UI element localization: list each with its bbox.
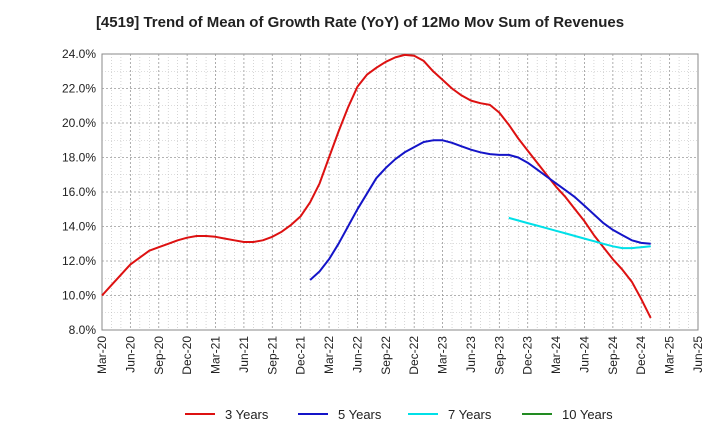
x-tick-label: Sep-20	[152, 336, 166, 375]
x-tick-label: Dec-22	[407, 336, 421, 375]
y-tick-label: 20.0%	[62, 116, 96, 130]
y-tick-label: 8.0%	[69, 323, 97, 337]
x-tick-label: Dec-23	[521, 336, 535, 375]
y-tick-label: 10.0%	[62, 289, 96, 303]
y-tick-label: 24.0%	[62, 47, 96, 61]
y-tick-label: 14.0%	[62, 220, 96, 234]
legend-label-7-years: 7 Years	[448, 407, 492, 422]
legend-label-10-years: 10 Years	[562, 407, 613, 422]
x-tick-label: Mar-20	[95, 336, 109, 374]
x-tick-label: Mar-25	[663, 336, 677, 374]
legend-label-5-years: 5 Years	[338, 407, 382, 422]
x-tick-label: Jun-25	[691, 336, 705, 373]
x-tick-label: Mar-21	[209, 336, 223, 374]
x-tick-label: Mar-24	[549, 336, 563, 374]
y-tick-label: 12.0%	[62, 254, 96, 268]
x-tick-label: Sep-23	[492, 336, 506, 375]
legend-label-3-years: 3 Years	[225, 407, 269, 422]
chart-title: [4519] Trend of Mean of Growth Rate (YoY…	[95, 14, 625, 31]
x-tick-label: Sep-24	[606, 336, 620, 375]
x-tick-label: Sep-22	[379, 336, 393, 375]
x-tick-label: Dec-20	[180, 336, 194, 375]
x-tick-label: Jun-20	[123, 336, 137, 373]
y-tick-label: 22.0%	[62, 82, 96, 96]
y-tick-label: 18.0%	[62, 151, 96, 165]
series-line-5-years	[309, 139, 651, 281]
x-tick-label: Jun-22	[350, 336, 364, 373]
x-tick-label: Mar-23	[436, 336, 450, 374]
x-tick-label: Dec-21	[294, 336, 308, 375]
y-tick-label: 16.0%	[62, 185, 96, 199]
series-line-7-years	[508, 216, 651, 250]
x-tick-label: Jun-23	[464, 336, 478, 373]
x-tick-label: Jun-21	[237, 336, 251, 373]
x-tick-label: Jun-24	[577, 336, 591, 373]
x-tick-label: Sep-21	[265, 336, 279, 375]
x-tick-label: Mar-22	[322, 336, 336, 374]
x-tick-label: Dec-24	[634, 336, 648, 375]
series-line-3-years	[101, 53, 652, 319]
